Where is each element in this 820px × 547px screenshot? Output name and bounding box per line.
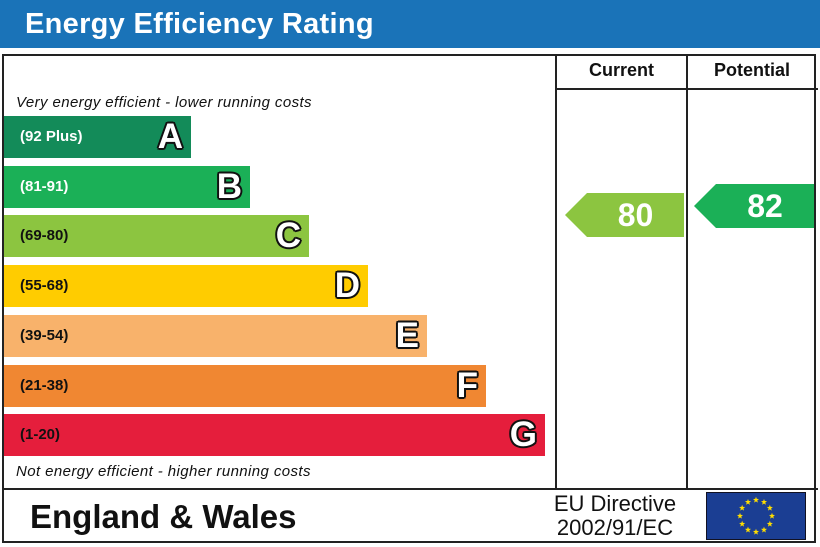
eu-star [760,498,768,505]
eu-directive: EU Directive 2002/91/EC [530,492,700,540]
band-range-c: (69-80) [20,227,69,245]
eu-star [739,504,746,511]
band-letter-a: A [157,117,183,156]
band-range-b: (81-91) [20,177,69,195]
header-divider [555,88,818,90]
band-range-g: (1-20) [20,426,61,444]
band-d: (55-68) D [4,265,368,308]
eu-flag-icon [706,492,806,540]
band-range-d: (55-68) [20,277,69,295]
current-arrow-shape [565,193,684,238]
band-range-a: (92 Plus) [20,128,83,145]
eu-star [739,520,746,527]
current-value: 80 [617,196,654,233]
eu-star [760,526,768,533]
bottom-note: Not energy efficient - higher running co… [16,463,311,480]
band-range-f: (21-38) [20,376,69,394]
eu-star [766,504,773,511]
eu-star [768,512,776,519]
potential-arrow: 82 [694,184,814,229]
band-f: (21-38) F [4,364,486,407]
eu-star [736,512,744,519]
band-a: (92 Plus) A [4,116,191,158]
band-letter-c: C [275,216,301,256]
eu-star [752,528,760,535]
band-letter-f: F [456,365,478,405]
directive-line-2: 2002/91/EC [556,515,674,540]
region-label: England & Wales [30,498,297,535]
eu-flag-stars [736,496,776,535]
eu-star [744,498,752,505]
band-letter-d: D [334,266,360,306]
chart-border [2,54,816,543]
eu-star [752,496,760,503]
current-header: Current [588,60,654,80]
potential-header: Potential [713,60,790,80]
current-arrow: 80 [565,193,684,238]
band-letter-g: G [509,415,537,455]
band-g: (1-20) G [4,414,545,457]
footer-divider [2,488,818,490]
band-c: (69-80) C [4,215,309,258]
potential-arrow-shape [694,184,814,229]
top-note: Very energy efficient - lower running co… [16,94,312,111]
title-bar: Energy Efficiency Rating [0,0,820,48]
potential-column-divider [686,54,688,489]
directive-line-1: EU Directive [553,491,677,516]
band-letter-e: E [395,315,419,355]
eu-star [766,520,773,527]
band-b: (81-91) B [4,165,250,208]
eu-star [744,526,752,533]
band-e: (39-54) E [4,314,427,357]
band-range-e: (39-54) [20,326,69,344]
potential-value: 82 [747,187,783,224]
band-letter-b: B [216,166,242,206]
chart-title: Energy Efficiency Rating [25,8,374,40]
current-column-divider [555,54,557,489]
